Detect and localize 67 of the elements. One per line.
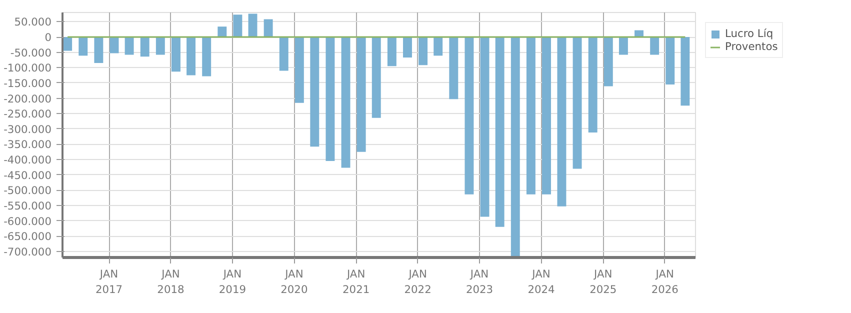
bar (326, 37, 335, 162)
y-tick-label: -200.000 (4, 92, 52, 106)
bar (510, 37, 520, 256)
x-tick-label: JAN 2019 (218, 268, 246, 296)
bar (248, 14, 258, 37)
bar (666, 37, 675, 84)
bar (171, 37, 180, 72)
bar (78, 37, 88, 56)
bar (557, 37, 566, 206)
bar (495, 37, 504, 227)
bar (618, 37, 628, 55)
bar (233, 14, 242, 37)
x-tick-label: JAN 2023 (466, 268, 494, 296)
bar (341, 37, 350, 168)
bar (480, 37, 490, 217)
bar (218, 26, 227, 37)
bar (542, 37, 551, 194)
bar (387, 37, 396, 66)
y-tick-label: -650.000 (4, 230, 52, 244)
bar (140, 37, 150, 57)
bar (650, 37, 660, 55)
bar (526, 37, 536, 194)
x-tick-label: JAN 2022 (404, 268, 432, 296)
x-tick-label: JAN 2026 (651, 268, 679, 296)
y-tick-label: -400.000 (4, 154, 52, 166)
legend-label: Proventos (725, 40, 778, 53)
bar (294, 37, 304, 103)
y-tick-label: -350.000 (4, 138, 52, 152)
x-tick-label: JAN 2024 (528, 268, 556, 296)
y-tick-label: -300.000 (4, 122, 52, 136)
x-tick-label: JAN 2025 (590, 268, 617, 296)
bar (94, 37, 104, 64)
y-tick-label: -500.000 (4, 184, 52, 198)
bar (202, 37, 212, 76)
legend-label: Lucro Líq (725, 27, 774, 40)
y-tick-label: -50.000 (10, 46, 52, 60)
y-tick-label: -600.000 (4, 214, 52, 228)
bar (464, 37, 474, 194)
bar (186, 37, 196, 76)
bar (279, 37, 288, 71)
y-tick-label: -150.000 (4, 76, 52, 90)
x-tick-label: JAN 2020 (280, 268, 308, 296)
x-tick-label: JAN 2017 (95, 268, 123, 296)
bar (264, 19, 273, 37)
y-tick-label: 0 (44, 31, 52, 44)
y-tick-label: -250.000 (4, 108, 52, 121)
bar (434, 37, 443, 56)
bar (572, 37, 582, 169)
x-tick-label: JAN 2018 (157, 268, 185, 296)
x-tick-label: JAN 2021 (342, 268, 370, 296)
bar (403, 37, 412, 58)
bar (310, 37, 320, 147)
y-tick-label: 50.000 (14, 16, 52, 29)
bar (63, 37, 72, 51)
bar (156, 37, 165, 55)
bar (604, 37, 613, 86)
bar (372, 37, 381, 118)
bar (418, 37, 428, 66)
bar (124, 37, 134, 55)
bar (680, 37, 690, 106)
bar (449, 37, 458, 100)
bar (356, 37, 366, 152)
y-tick-label: -100.000 (4, 62, 52, 75)
bar (588, 37, 598, 133)
y-tick-label: -550.000 (4, 199, 52, 212)
y-tick-label: -450.000 (4, 168, 52, 182)
y-tick-label: -700.000 (4, 245, 52, 258)
